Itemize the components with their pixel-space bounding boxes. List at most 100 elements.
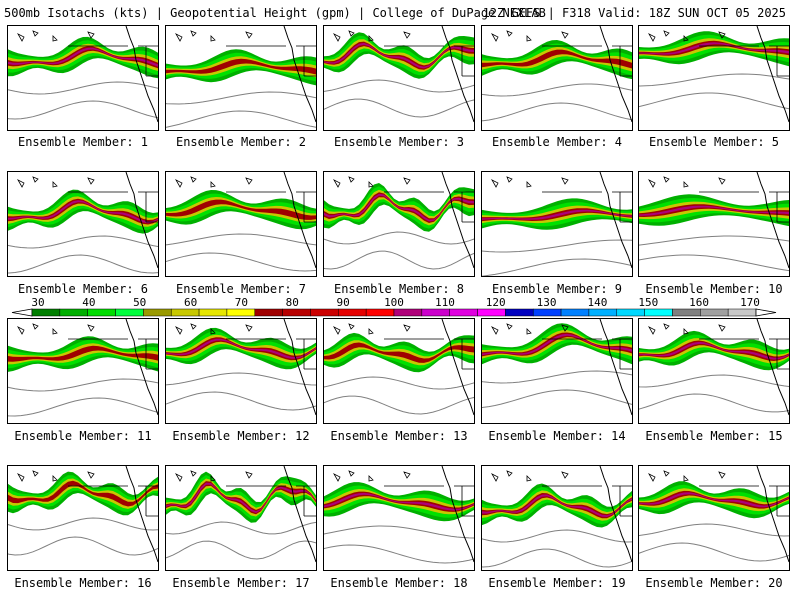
height-contour <box>8 517 158 531</box>
ensemble-member-label: Ensemble Member: 15 <box>645 429 783 443</box>
isotach-band <box>8 480 158 507</box>
height-contour <box>8 81 158 95</box>
height-contour <box>8 397 158 417</box>
ensemble-member-label: Ensemble Member: 9 <box>491 282 623 296</box>
height-contour <box>8 536 158 556</box>
isotach-max <box>639 492 789 508</box>
height-contour <box>166 540 316 560</box>
ensemble-panel <box>638 318 790 424</box>
ensemble-map <box>639 26 789 123</box>
political-border <box>384 485 474 517</box>
ensemble-panel <box>165 465 317 571</box>
colorbar-tick-label: 80 <box>286 296 299 309</box>
political-border <box>226 338 316 370</box>
isotach-max <box>639 205 789 216</box>
map-header: 500mb Isotachs (kts) | Geopotential Heig… <box>4 3 796 23</box>
coastline <box>283 466 316 563</box>
colorbar-tick-label: 30 <box>31 296 44 309</box>
arctic-coastline <box>647 30 726 42</box>
arctic-coastline <box>332 470 411 482</box>
ensemble-map <box>324 319 474 416</box>
ensemble-map <box>166 319 316 416</box>
height-contour <box>482 258 632 276</box>
colorbar-tick-label: 120 <box>486 296 506 309</box>
ensemble-panel <box>7 318 159 424</box>
colorbar-swatch <box>226 308 256 317</box>
coastline <box>125 319 158 416</box>
coastline <box>441 466 474 563</box>
height-contour <box>8 235 158 249</box>
ensemble-map <box>482 466 632 568</box>
coastline <box>599 319 632 416</box>
colorbar-swatch <box>532 308 562 317</box>
isotach-max <box>639 42 789 55</box>
political-border <box>542 485 632 517</box>
height-contour <box>639 92 789 110</box>
ensemble-member-label: Ensemble Member: 19 <box>488 576 626 590</box>
isotach-max <box>166 338 316 359</box>
colorbar-swatch <box>365 308 395 317</box>
colorbar-left-arrow <box>11 308 33 317</box>
isotach-band <box>8 345 158 362</box>
isotach-band <box>166 58 316 75</box>
height-contour <box>482 102 632 122</box>
coastline <box>756 466 789 563</box>
ensemble-member-label: Ensemble Member: 7 <box>175 282 307 296</box>
ensemble-panel <box>323 318 475 424</box>
header-run-info: 12Z GEFS | F318 Valid: 18Z SUN OCT 05 20… <box>482 6 786 20</box>
height-contour <box>324 98 474 118</box>
colorbar-swatch <box>115 308 144 317</box>
arctic-coastline <box>16 470 95 482</box>
ensemble-map <box>324 466 474 564</box>
political-border <box>226 485 316 517</box>
ensemble-panel <box>7 25 159 131</box>
isotach-band <box>639 334 789 367</box>
ensemble-panel <box>323 25 475 131</box>
ensemble-member-label: Ensemble Member: 17 <box>172 576 310 590</box>
height-contour <box>324 544 474 564</box>
coastline <box>125 466 158 563</box>
colorbar-swatch <box>254 308 283 317</box>
colorbar-swatch <box>616 308 645 317</box>
ensemble-member-label: Ensemble Member: 11 <box>14 429 152 443</box>
colorbar-swatch <box>59 308 88 317</box>
political-border <box>699 191 789 223</box>
political-border <box>384 338 474 370</box>
height-contour <box>166 110 316 128</box>
isotach-band <box>639 201 789 220</box>
ensemble-panel <box>481 318 633 424</box>
height-contour <box>639 393 789 413</box>
political-border <box>68 485 158 517</box>
colorbar-tick-label: 50 <box>133 296 146 309</box>
colorbar-swatch <box>421 308 450 317</box>
colorbar-right-arrow <box>755 308 777 317</box>
ensemble-map <box>8 466 158 563</box>
height-contour <box>324 525 474 539</box>
political-border <box>699 45 789 77</box>
height-contour <box>482 370 632 384</box>
ensemble-map <box>8 319 158 417</box>
ensemble-map <box>324 26 474 123</box>
arctic-coastline <box>490 30 569 42</box>
colorbar-tick-label: 160 <box>689 296 709 309</box>
ensemble-panel <box>481 25 633 131</box>
height-contour <box>8 254 158 274</box>
isotach-max <box>482 333 632 356</box>
political-border <box>226 45 316 77</box>
ensemble-map <box>166 466 316 563</box>
arctic-coastline <box>16 176 95 188</box>
ensemble-map <box>8 26 158 123</box>
ensemble-member-label: Ensemble Member: 20 <box>645 576 783 590</box>
arctic-coastline <box>647 176 726 188</box>
arctic-coastline <box>332 176 411 188</box>
arctic-coastline <box>647 470 726 482</box>
colorbar-swatch <box>338 308 367 317</box>
isotach-band <box>324 342 474 363</box>
ensemble-member-label: Ensemble Member: 1 <box>17 135 149 149</box>
colorbar-tick-label: 170 <box>740 296 760 309</box>
height-contour <box>639 73 789 87</box>
colorbar-swatch <box>644 308 673 317</box>
arctic-coastline <box>174 470 253 482</box>
colorbar-tick-label: 70 <box>235 296 248 309</box>
ensemble-panel <box>323 465 475 571</box>
